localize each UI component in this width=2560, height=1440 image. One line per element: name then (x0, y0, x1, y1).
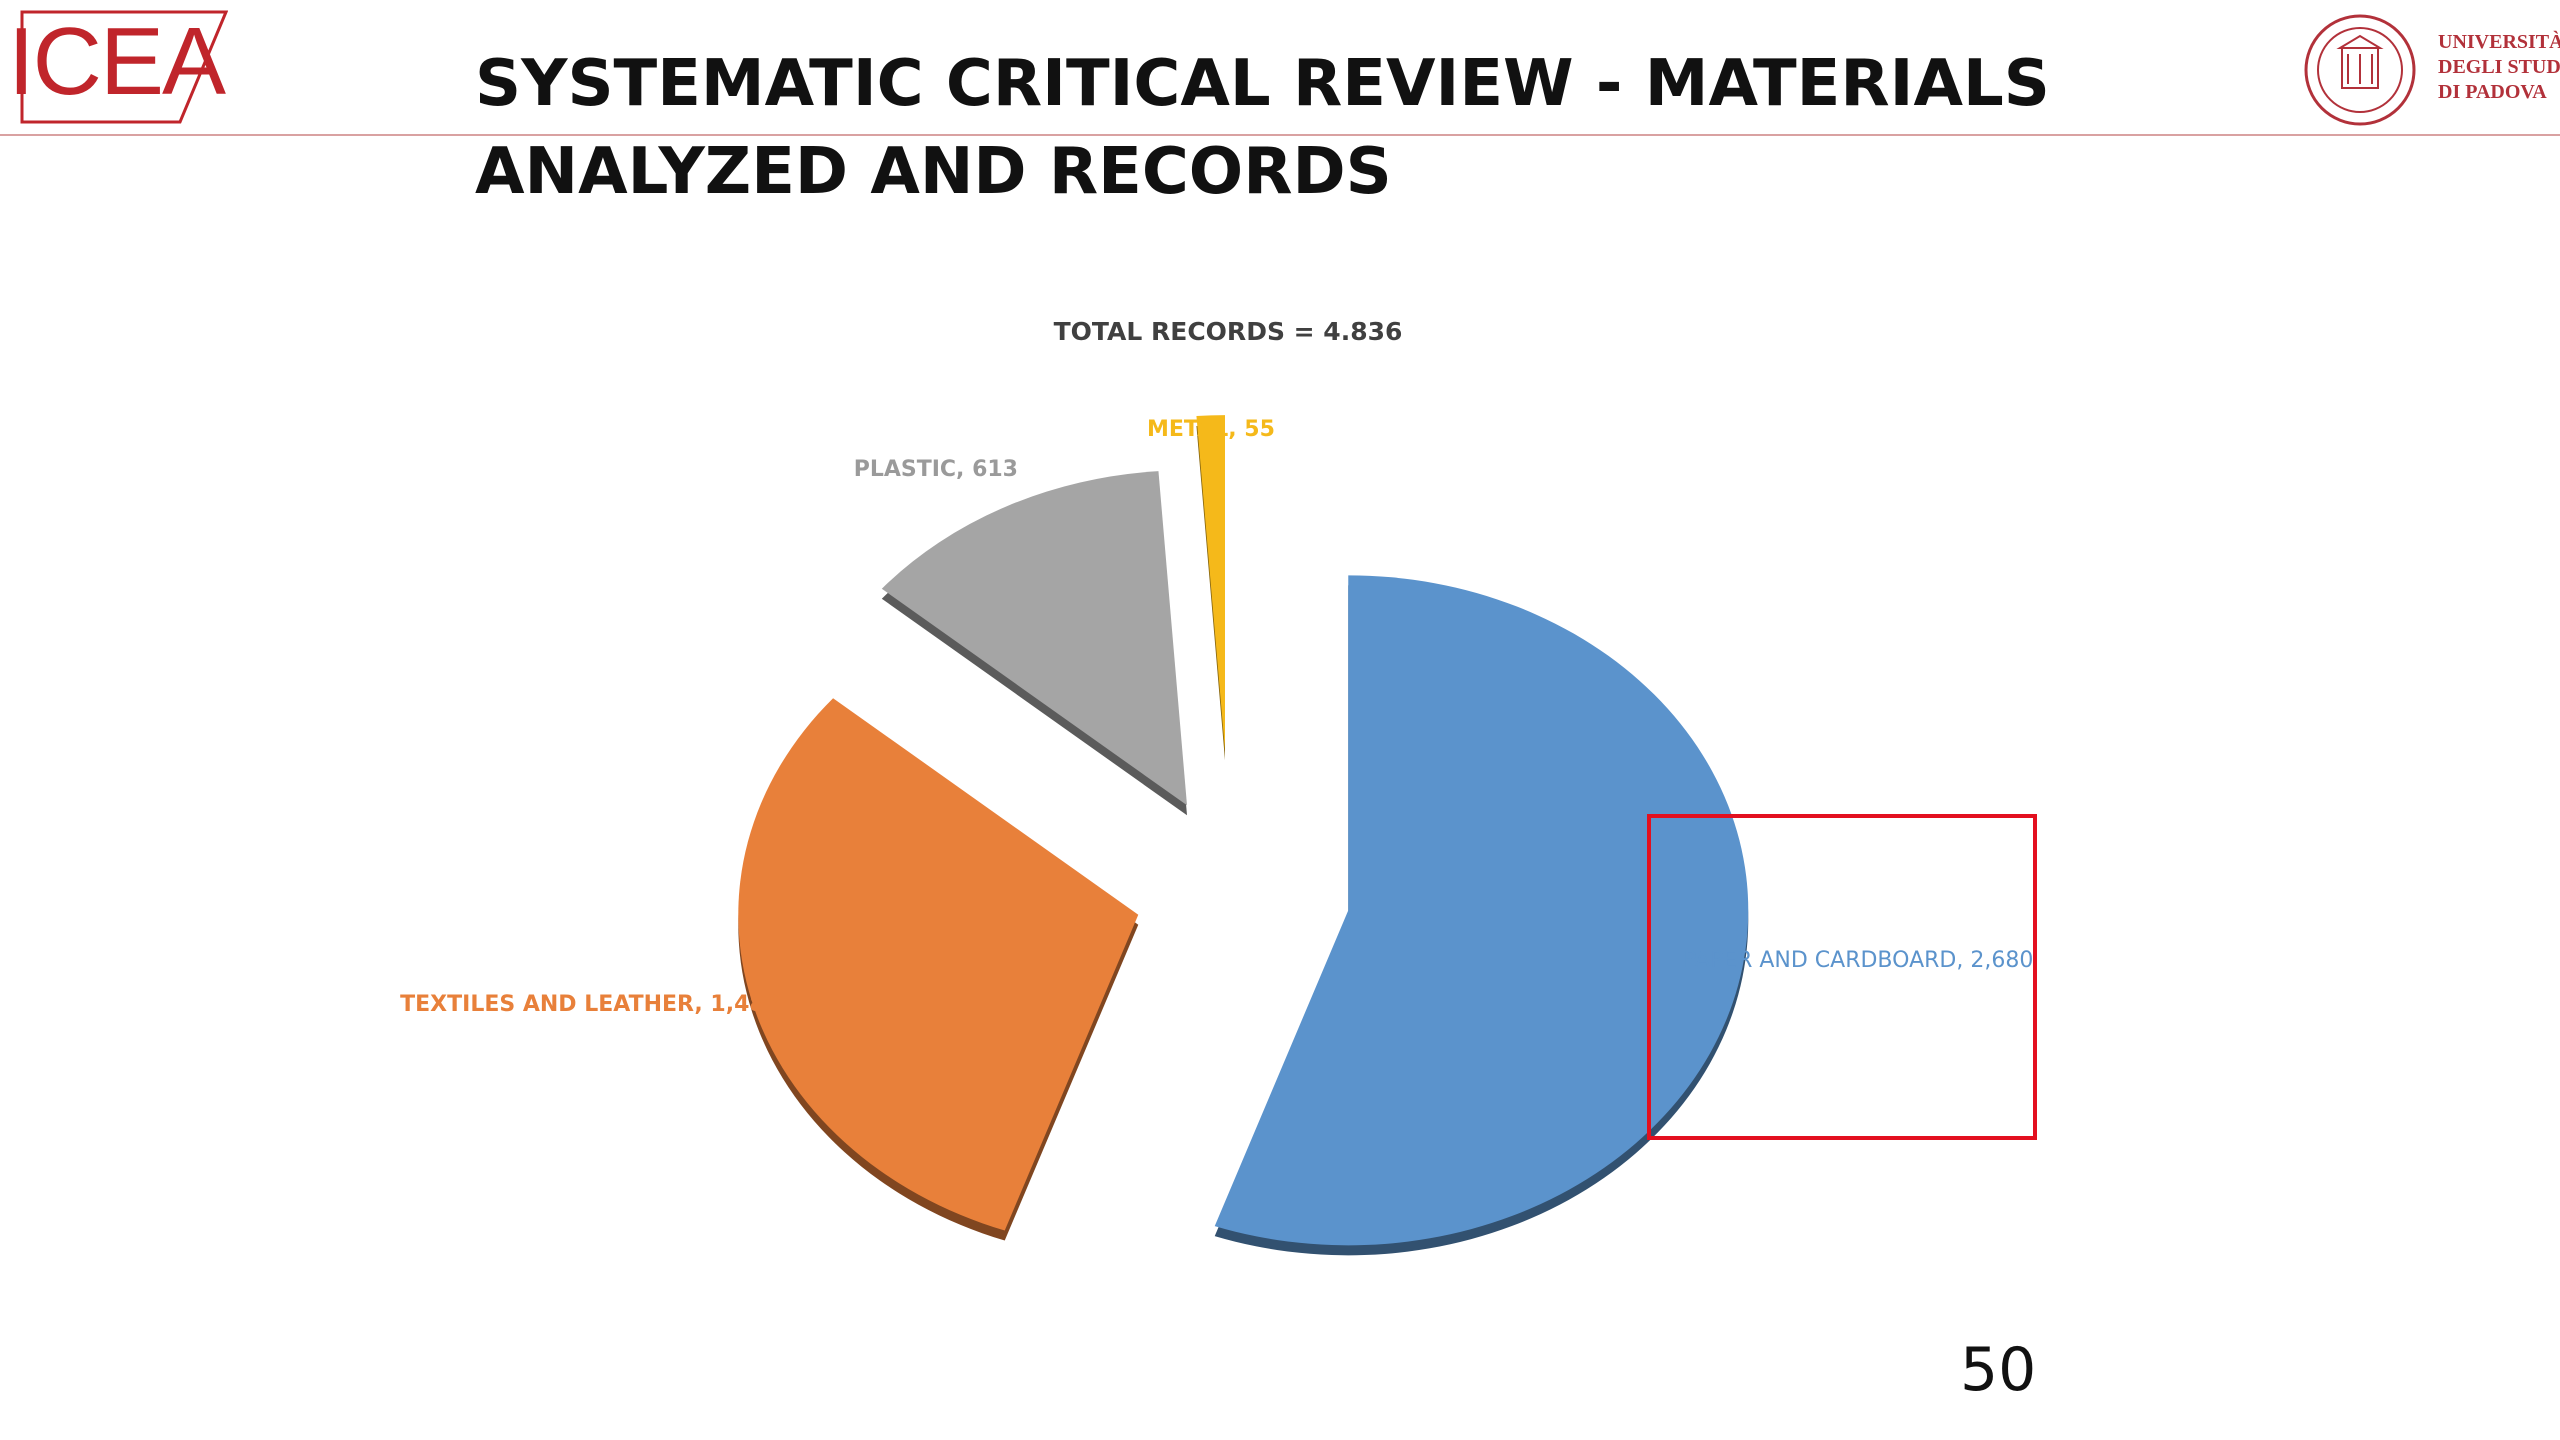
data-label-plastic: PLASTIC, 613 (854, 457, 1018, 482)
highlight-box (1647, 814, 2037, 1140)
university-name-line-1: UNIVERSITÀ (2438, 31, 2560, 53)
slide-title: SYSTEMATIC CRITICAL REVIEW - MATERIALS A… (475, 40, 2075, 216)
icea-logo: ICEA (8, 8, 229, 128)
pie-slice-textiles-and-leather (738, 698, 1139, 1231)
pie-labels: PAPER AND CARDBOARD, 2,680 TEXTILES AND L… (400, 417, 2033, 1017)
header-divider (0, 134, 2560, 136)
pie-slices (738, 415, 1749, 1256)
data-label-textiles-and-leather: TEXTILES AND LEATHER, 1,488 (400, 992, 780, 1017)
university-name-line-3: DI PADOVA (2438, 81, 2547, 103)
pie-slice-paper-and-cardboard (1214, 575, 1749, 1246)
chart-title: TOTAL RECORDS = 4.836 (1054, 317, 1403, 346)
pie-slice-plastic (881, 471, 1188, 806)
icea-logo-text: ICEA (8, 8, 226, 115)
university-seal-icon (2304, 14, 2416, 126)
university-name: UNIVERSITÀ DEGLI STUDI DI PADOVA (2438, 30, 2560, 105)
university-logo: UNIVERSITÀ DEGLI STUDI DI PADOVA (2300, 10, 2560, 130)
slide-title-line-1: SYSTEMATIC CRITICAL REVIEW - MATERIALS (475, 47, 2050, 121)
data-label-paper-and-cardboard: PAPER AND CARDBOARD, 2,680 (1683, 948, 2033, 973)
icea-logo-frame (20, 10, 229, 124)
university-name-line-2: DEGLI STUDI (2438, 56, 2560, 78)
pie-slice-metal (1196, 415, 1225, 751)
slide-number: 50 (1960, 1335, 2037, 1405)
slide-title-line-2: ANALYZED AND RECORDS (475, 135, 1392, 209)
data-label-metal: METAL, 55 (1147, 417, 1275, 442)
